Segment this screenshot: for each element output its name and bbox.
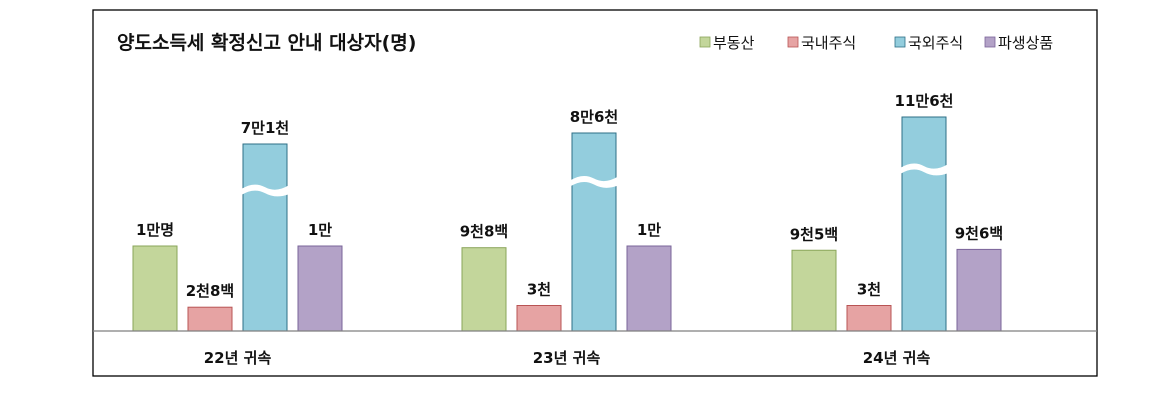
data-label-1-1: 1만명 [136, 221, 174, 239]
bar-4-2 [626, 245, 672, 332]
data-label-1-2: 9천8백 [460, 223, 508, 241]
bar-3-3 [901, 116, 947, 332]
legend-swatch-1 [699, 36, 711, 48]
axis-break-3 [900, 163, 948, 176]
legend: 부동산 국내주식 국외주식 파생상품 [699, 34, 1053, 52]
category-labels: 22년 귀속 23년 귀속 24년 귀속 [204, 349, 931, 367]
bar-1-3 [791, 249, 837, 332]
legend-label-2: 국내주식 [801, 34, 856, 52]
data-label-2-3: 3천 [857, 281, 881, 299]
legend-label-3: 국외주식 [908, 34, 963, 52]
data-label-3-3: 11만6천 [895, 92, 954, 110]
data-label-4-2: 1만 [637, 221, 661, 239]
category-label-2: 23년 귀속 [533, 349, 601, 367]
data-label-3-2: 8만6천 [570, 108, 618, 126]
data-label-4-3: 9천6백 [955, 224, 1003, 242]
data-label-2-2: 3천 [527, 281, 551, 299]
bar-2-3 [846, 305, 892, 332]
bar-group: 1만명 2천8백 7만1천 1만 9천8백 3천 8만6천 1만 9천5백 3천 11만6천 9천6백 [132, 92, 1003, 332]
bar-3-1 [242, 143, 288, 332]
legend-swatch-2 [787, 36, 799, 48]
bar-1-1 [132, 245, 178, 332]
legend-swatch-3 [894, 36, 906, 48]
data-label-3-1: 7만1천 [241, 119, 289, 137]
chart-title: 양도소득세 확정신고 안내 대상자(명) [117, 31, 416, 54]
data-label-2-1: 2천8백 [186, 282, 234, 300]
bar-2-1 [187, 306, 233, 332]
bar-3-2 [571, 132, 617, 332]
axis-break-2 [570, 175, 618, 188]
bar-4-1 [297, 245, 343, 332]
data-label-1-3: 9천5백 [790, 225, 838, 243]
data-label-4-1: 1만 [308, 221, 332, 239]
legend-swatch-4 [984, 36, 996, 48]
category-label-3: 24년 귀속 [863, 349, 931, 367]
bar-2-2 [516, 305, 562, 332]
category-label-1: 22년 귀속 [204, 349, 272, 367]
legend-label-1: 부동산 [713, 34, 755, 52]
bar-1-2 [461, 247, 507, 332]
bar-4-3 [956, 248, 1002, 332]
legend-label-4: 파생상품 [998, 34, 1053, 52]
axis-break-1 [241, 184, 289, 197]
